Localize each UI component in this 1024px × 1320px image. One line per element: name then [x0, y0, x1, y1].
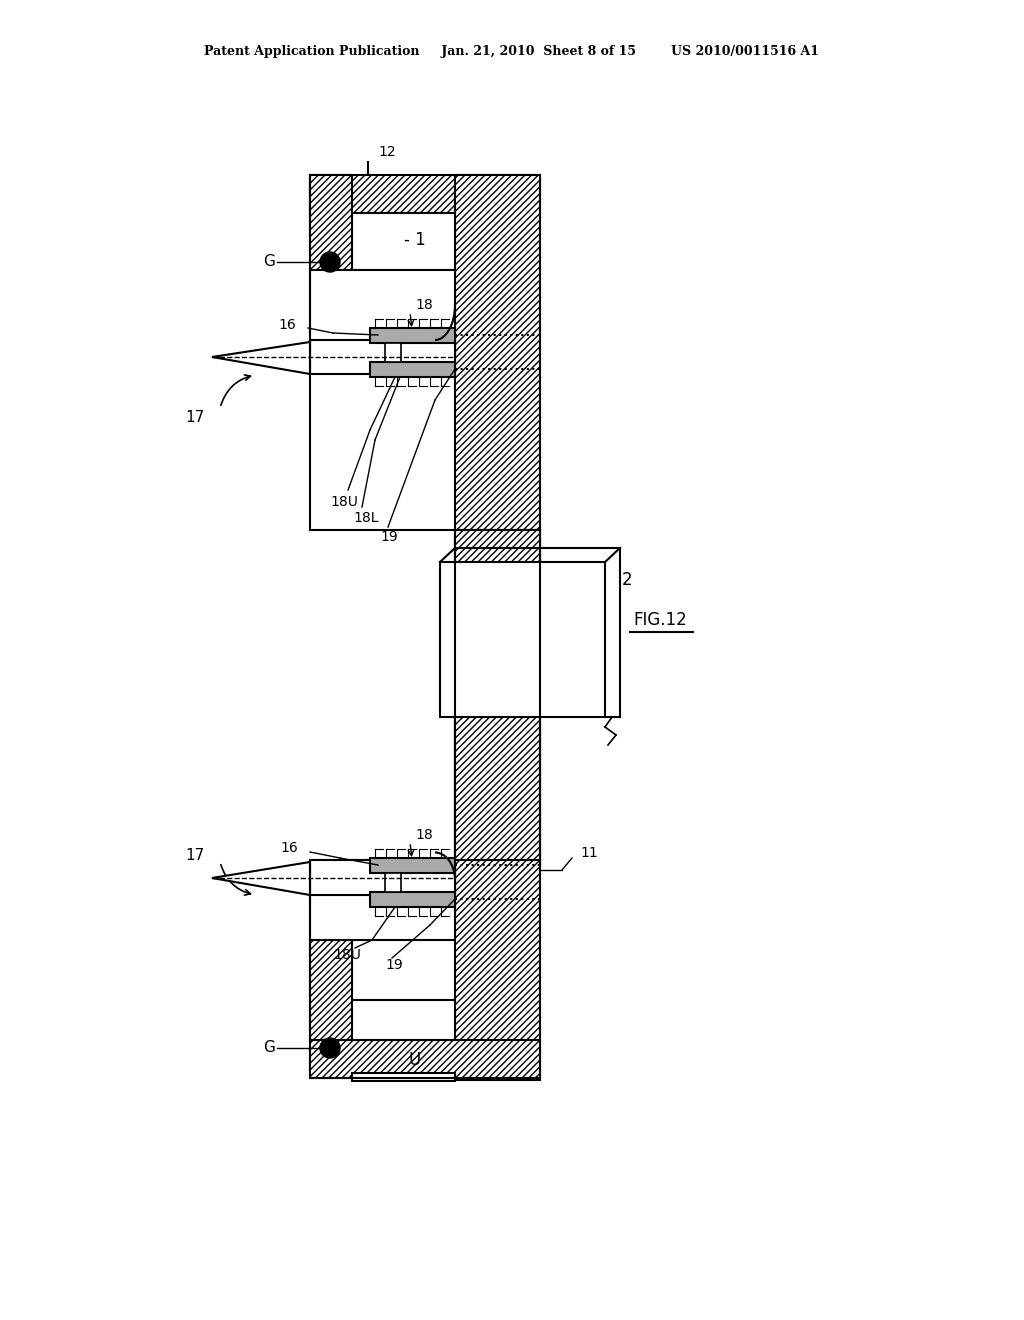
Bar	[455, 531, 540, 865]
Bar	[370, 858, 455, 873]
Text: 19: 19	[380, 531, 397, 544]
Text: 18: 18	[415, 298, 433, 312]
Text: FIG.12: FIG.12	[633, 611, 687, 630]
Bar	[440, 562, 605, 717]
Text: 16: 16	[281, 841, 298, 855]
Text: - 1: - 1	[404, 231, 426, 249]
Text: Patent Application Publication     Jan. 21, 2010  Sheet 8 of 15        US 2010/0: Patent Application Publication Jan. 21, …	[205, 45, 819, 58]
Bar	[310, 1040, 540, 1078]
Bar	[370, 892, 455, 907]
Text: 18: 18	[415, 828, 433, 842]
Text: 16: 16	[279, 318, 296, 333]
Circle shape	[319, 252, 340, 272]
Bar	[370, 327, 455, 343]
Bar	[455, 531, 540, 865]
Text: 12: 12	[378, 145, 395, 158]
Text: 17: 17	[185, 847, 205, 862]
Bar	[455, 861, 540, 1080]
Bar	[352, 213, 455, 271]
Text: G: G	[263, 255, 275, 269]
Text: 19: 19	[385, 958, 402, 972]
Text: 18U: 18U	[330, 495, 357, 510]
Bar	[385, 343, 401, 362]
Bar	[370, 362, 455, 378]
Bar	[310, 940, 352, 1073]
Text: 2: 2	[622, 572, 633, 589]
Text: 18U: 18U	[333, 948, 360, 962]
Bar	[310, 176, 352, 271]
Bar	[455, 176, 540, 531]
Bar	[310, 341, 455, 374]
Bar	[455, 531, 540, 865]
Text: 17: 17	[185, 411, 205, 425]
Bar	[310, 861, 455, 895]
Bar	[310, 271, 455, 370]
Bar	[310, 176, 540, 213]
Polygon shape	[212, 862, 310, 895]
Text: G: G	[263, 1040, 275, 1056]
Bar	[310, 861, 455, 940]
Text: 11: 11	[580, 846, 598, 861]
Bar	[352, 1001, 455, 1040]
Text: 18L: 18L	[353, 511, 379, 525]
Circle shape	[319, 1038, 340, 1059]
Text: U: U	[409, 1051, 421, 1069]
Bar	[385, 873, 401, 892]
Polygon shape	[212, 342, 310, 374]
Bar	[352, 1073, 455, 1081]
